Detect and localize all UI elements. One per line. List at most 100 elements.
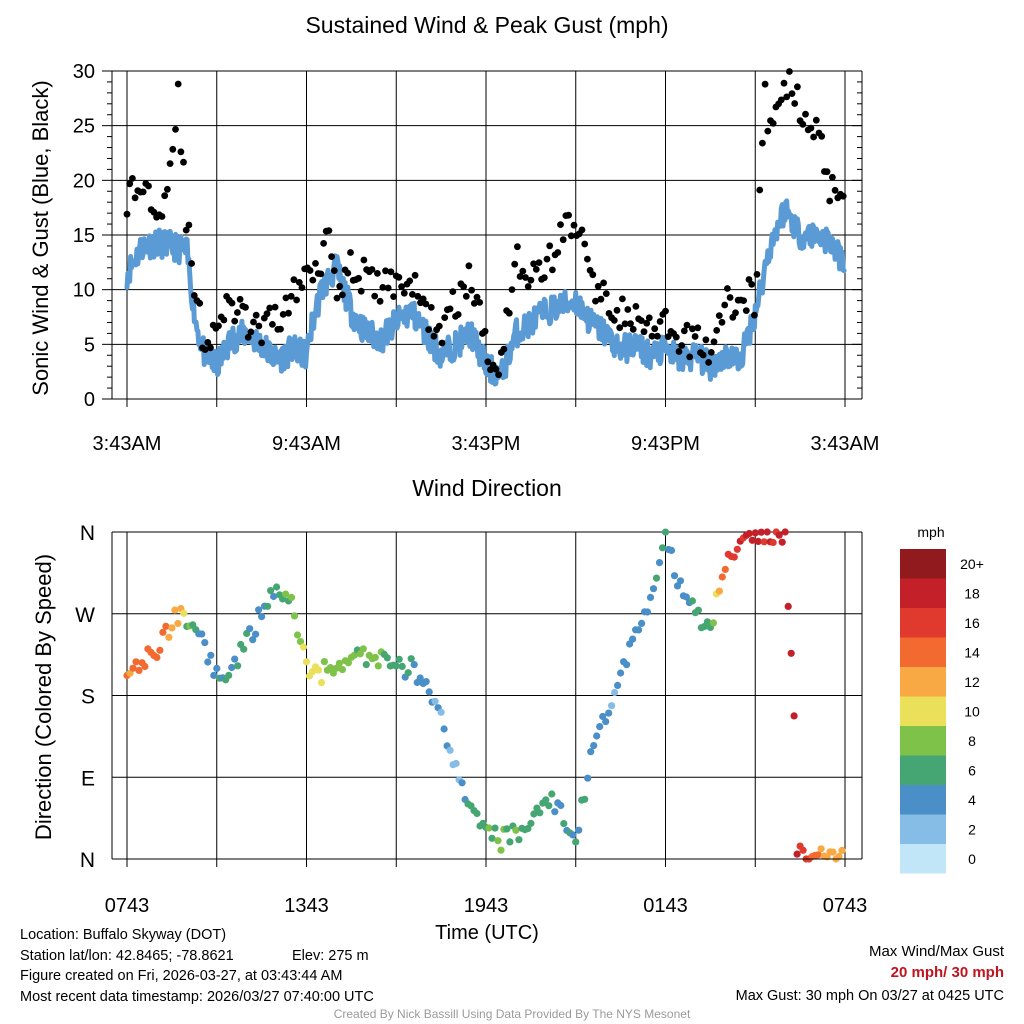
gust-point xyxy=(699,351,707,359)
direction-point xyxy=(497,846,505,854)
direction-point xyxy=(320,658,328,666)
direction-point xyxy=(210,671,218,680)
gust-point xyxy=(508,286,516,293)
gust-point xyxy=(360,256,368,264)
gust-point xyxy=(559,236,567,244)
direction-point xyxy=(293,631,302,639)
gust-point xyxy=(740,297,747,304)
gust-point xyxy=(565,211,572,219)
gust-point xyxy=(129,175,136,182)
direction-point xyxy=(225,671,233,680)
direction-point xyxy=(524,825,532,833)
direction-point xyxy=(296,638,305,646)
direction-point xyxy=(506,838,514,846)
gust-point xyxy=(411,271,419,279)
legend-swatch xyxy=(900,844,946,874)
direction-point xyxy=(838,846,846,855)
direction-point xyxy=(652,574,661,582)
bottom-series xyxy=(123,528,846,863)
direction-point xyxy=(715,587,724,595)
gust-point xyxy=(277,325,284,333)
gust-point xyxy=(802,110,809,118)
gust-point xyxy=(188,260,196,267)
bottom-x-axis-label: Time (UTC) xyxy=(435,922,539,944)
bottom-y-tick-label: W xyxy=(75,604,95,627)
gust-point xyxy=(330,267,338,274)
gust-point xyxy=(683,321,691,329)
gust-point xyxy=(780,79,788,87)
gust-point xyxy=(328,253,335,260)
legend-label: 18 xyxy=(964,585,980,601)
direction-point xyxy=(643,608,652,616)
direction-point xyxy=(608,702,616,710)
direction-point xyxy=(234,662,242,670)
max-gust-text: Max Gust: 30 mph On 03/27 at 0425 UTC xyxy=(735,988,1004,1004)
gust-point xyxy=(190,292,198,299)
direction-point xyxy=(231,655,239,663)
gust-point xyxy=(756,186,764,194)
direction-point xyxy=(611,688,619,697)
gust-point xyxy=(164,185,171,193)
gust-point xyxy=(554,249,562,256)
direction-point xyxy=(129,664,137,672)
gust-point xyxy=(672,333,680,341)
gust-point xyxy=(597,295,605,303)
gust-point xyxy=(702,336,710,344)
legend-label: 8 xyxy=(968,733,976,749)
gust-point xyxy=(312,260,319,267)
direction-point xyxy=(760,538,768,546)
gust-point xyxy=(244,333,252,341)
top-x-tick-label: 9:43PM xyxy=(631,433,700,455)
gust-point xyxy=(266,304,274,312)
gust-point xyxy=(675,348,683,355)
gust-point xyxy=(282,294,290,302)
gust-point xyxy=(252,311,260,319)
gust-point xyxy=(484,358,492,366)
top-y-tick-label: 0 xyxy=(84,389,95,411)
direction-point xyxy=(156,646,164,654)
legend-label: 0 xyxy=(968,851,976,867)
gust-point xyxy=(263,310,271,318)
gust-point xyxy=(398,283,405,291)
recent-data-text: Most recent data timestamp: 2026/03/27 0… xyxy=(20,989,374,1005)
direction-point xyxy=(835,852,843,861)
gust-point xyxy=(732,309,739,317)
gust-point xyxy=(382,267,389,275)
direction-point xyxy=(775,531,783,539)
gust-point xyxy=(409,291,416,298)
gust-point xyxy=(309,276,317,284)
gust-point xyxy=(298,284,306,291)
bottom-x-tick-label: 1943 xyxy=(464,895,509,917)
gust-point xyxy=(468,286,475,294)
gust-point xyxy=(123,210,131,218)
gust-point xyxy=(724,285,731,292)
direction-point xyxy=(407,655,415,663)
gust-point xyxy=(207,344,214,352)
direction-point xyxy=(635,626,643,634)
gust-point xyxy=(600,279,607,287)
gust-point xyxy=(664,333,672,340)
direction-point xyxy=(623,661,631,669)
direction-point xyxy=(287,593,296,602)
direction-point xyxy=(252,630,260,638)
bottom-y-tick-label: E xyxy=(81,767,95,790)
direction-point xyxy=(171,606,179,614)
direction-point xyxy=(790,712,798,720)
direction-point xyxy=(703,618,712,626)
gust-point xyxy=(777,96,785,104)
direction-point xyxy=(180,609,188,617)
direction-point xyxy=(584,774,592,782)
direction-point xyxy=(709,619,718,627)
gust-point xyxy=(422,300,430,308)
direction-point xyxy=(661,528,670,536)
direction-point xyxy=(362,661,370,669)
gust-point xyxy=(791,100,799,107)
gust-point xyxy=(742,307,750,314)
direction-point xyxy=(302,658,311,666)
gust-point xyxy=(236,295,244,303)
gust-point xyxy=(376,297,384,305)
direction-point xyxy=(213,664,221,673)
direction-point xyxy=(536,809,544,817)
direction-point xyxy=(545,802,553,810)
